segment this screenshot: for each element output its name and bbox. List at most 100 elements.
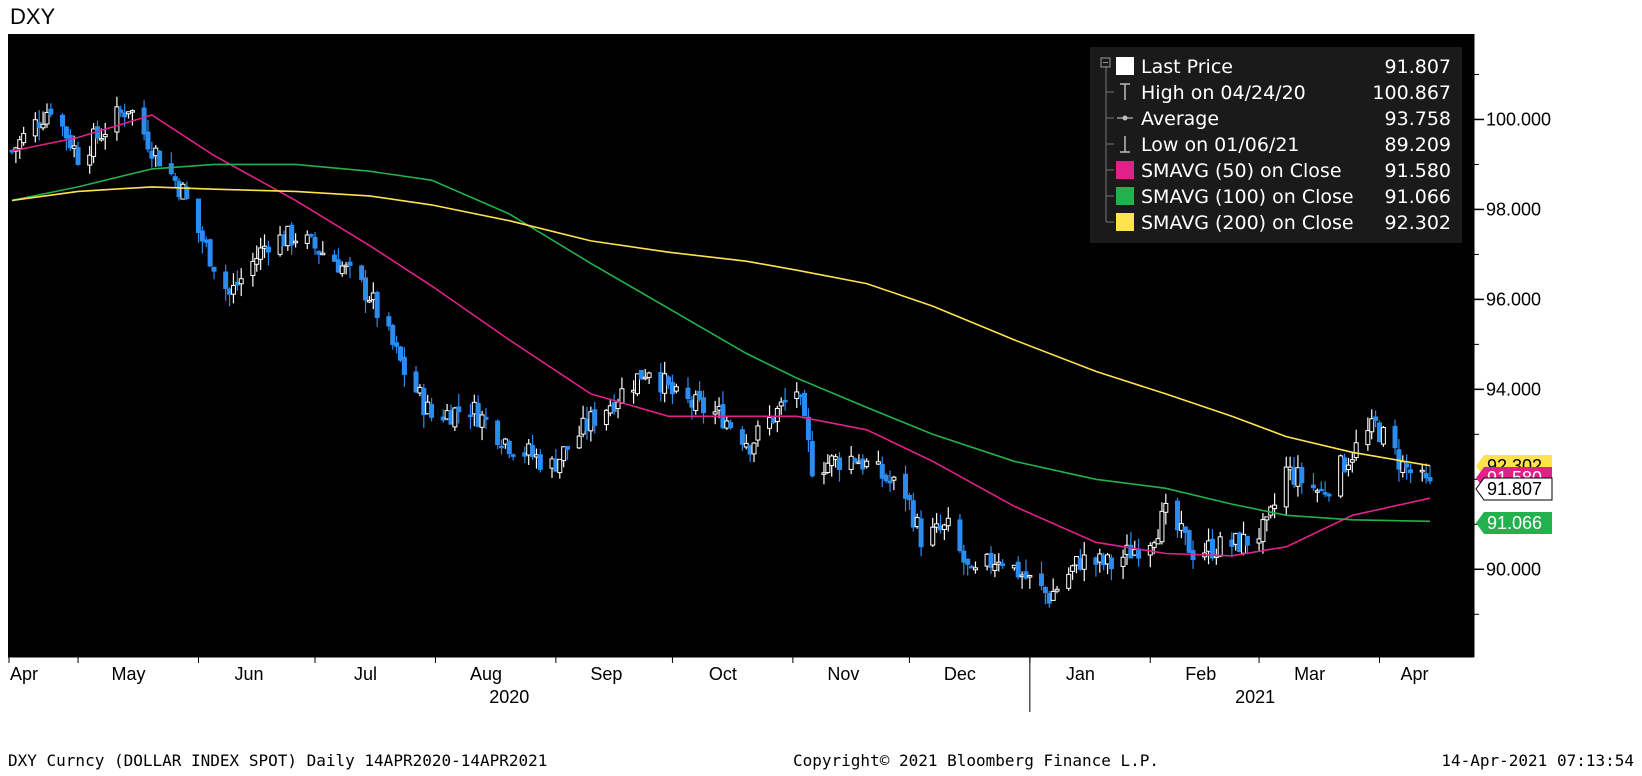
candle-down [638, 369, 644, 380]
sma-200-line [11, 186, 1431, 467]
candle-down [852, 458, 858, 463]
x-year-label: 2021 [1235, 687, 1275, 707]
candle-down [1039, 573, 1045, 587]
candle-up [320, 252, 326, 256]
candle-up [1283, 466, 1289, 508]
candle-down [1244, 535, 1250, 546]
x-month-label: Nov [827, 664, 859, 684]
candle-up [743, 442, 749, 448]
candle-down [510, 454, 516, 457]
candle-down [1427, 477, 1433, 482]
legend-label: SMAVG (200) on Close [1141, 212, 1354, 234]
candle-down [195, 198, 201, 233]
legend-label: SMAVG (50) on Close [1141, 160, 1342, 182]
candle-up [230, 284, 236, 295]
x-month-label: Aug [470, 664, 502, 684]
candle-down [739, 429, 745, 445]
candle-down [1042, 586, 1048, 594]
candle-down [386, 316, 392, 327]
candle-up [821, 472, 827, 475]
candle-down [906, 494, 912, 501]
candle-down [141, 107, 147, 135]
candle-down [782, 399, 788, 403]
candle-down [207, 239, 213, 267]
footer-timestamp: 14-Apr-2021 07:13:54 [1441, 751, 1634, 770]
candle-up [1217, 536, 1223, 557]
candle-down [1108, 557, 1114, 570]
collapse-toggle-icon [1100, 57, 1111, 68]
legend-value: 100.867 [1372, 82, 1451, 104]
candle-down [1318, 488, 1324, 492]
high-marker-icon [1120, 83, 1130, 100]
candle-down [122, 112, 128, 118]
chart-title: DXY [10, 4, 56, 29]
candle-down [211, 266, 217, 272]
candle-down [172, 176, 178, 181]
candle-up [126, 111, 132, 115]
candle-up [1349, 459, 1355, 463]
candle-down [363, 277, 369, 301]
candle-down [429, 403, 435, 418]
legend-value: 91.807 [1385, 56, 1451, 78]
candle-down [157, 150, 163, 167]
yellow-square-icon [1116, 213, 1134, 231]
x-month-label: Apr [1400, 664, 1428, 684]
candle-up [891, 476, 897, 481]
candle-up [339, 265, 345, 275]
candle-down [495, 420, 501, 446]
candle-down [887, 480, 893, 484]
candle-down [483, 416, 489, 420]
candle-up [941, 524, 947, 530]
candle-down [421, 387, 427, 416]
candle-down [1182, 526, 1188, 533]
candle-up [114, 106, 120, 133]
candle-down [903, 473, 909, 499]
candle-up [1419, 469, 1425, 473]
footer-security-description: DXY Curncy (DOLLAR INDEX SPOT) Daily 14A… [8, 751, 547, 770]
candle-up [40, 123, 46, 129]
candle-up [1314, 490, 1320, 493]
candle-down [63, 126, 69, 139]
candle-up [774, 407, 780, 423]
candle-up [1050, 590, 1056, 601]
candle-up [1120, 556, 1126, 567]
candle-down [697, 390, 703, 400]
candle-up [1380, 426, 1386, 445]
candle-up [619, 388, 625, 404]
candle-up [1264, 516, 1270, 521]
candle-down [467, 414, 473, 418]
candle-up [930, 526, 936, 546]
candle-down [805, 416, 811, 441]
candle-down [988, 552, 994, 568]
candle-down [499, 445, 505, 449]
candle-down [1373, 416, 1379, 421]
legend-value: 92.302 [1385, 212, 1451, 234]
legend-label: Last Price [1141, 56, 1233, 78]
candle-down [1408, 469, 1414, 474]
candle-down [1000, 563, 1006, 566]
candle-down [879, 463, 885, 479]
x-month-label: Dec [944, 664, 976, 684]
candle-down [223, 271, 229, 290]
x-month-label: Jul [354, 664, 377, 684]
legend-value: 91.066 [1385, 186, 1451, 208]
candle-down [145, 131, 151, 150]
candle-up [829, 455, 835, 467]
legend-label: Average [1141, 108, 1219, 130]
candle-down [316, 250, 322, 255]
x-month-label: Apr [10, 664, 38, 684]
candle-up [864, 460, 870, 468]
candle-up [1066, 573, 1072, 589]
candle-down [969, 565, 975, 569]
candle-down [308, 234, 314, 237]
candle-up [366, 299, 372, 303]
candle-up [1338, 455, 1344, 497]
candle-up [293, 240, 299, 244]
candle-down [359, 265, 365, 280]
tag-sma-100-shape [1476, 512, 1552, 534]
y-axis-panel [1474, 34, 1642, 657]
candle-down [537, 454, 543, 470]
candle-down [1209, 538, 1215, 559]
